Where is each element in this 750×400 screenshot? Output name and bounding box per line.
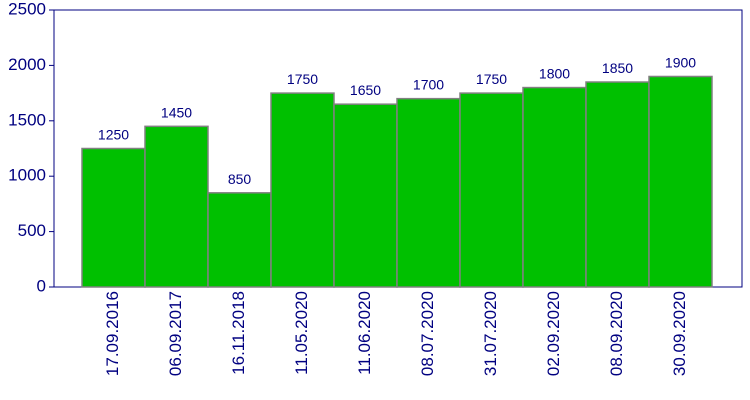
- bar: [396, 97, 461, 288]
- value-label: 1450: [161, 104, 192, 120]
- value-label: 1700: [413, 77, 444, 93]
- y-tick-label: 1000: [8, 166, 46, 185]
- x-tick-label: 30.09.2020: [670, 291, 689, 376]
- bar: [648, 75, 713, 288]
- bar: [522, 86, 587, 288]
- value-label: 1650: [350, 82, 381, 98]
- bar: [459, 92, 524, 288]
- x-tick-label: 11.05.2020: [292, 291, 311, 375]
- value-label: 1750: [476, 71, 507, 87]
- value-label: 850: [228, 171, 252, 187]
- x-tick-label: 06.09.2017: [166, 291, 185, 376]
- y-tick-label: 0: [37, 276, 46, 295]
- x-tick-label: 02.09.2020: [544, 291, 563, 376]
- x-tick-label: 17.09.2016: [103, 291, 122, 376]
- y-tick-label: 500: [18, 221, 46, 240]
- x-tick-label: 08.07.2020: [418, 291, 437, 376]
- x-tick-label: 16.11.2018: [229, 291, 248, 375]
- y-tick-label: 2000: [8, 55, 46, 74]
- x-tick-label: 11.06.2020: [355, 291, 374, 375]
- value-label: 1750: [287, 71, 318, 87]
- x-tick-label: 31.07.2020: [481, 291, 500, 376]
- bar: [333, 103, 398, 288]
- bar: [144, 125, 209, 288]
- value-label: 1850: [602, 60, 633, 76]
- value-label: 1900: [665, 54, 696, 70]
- bar: [585, 81, 650, 288]
- bar: [207, 192, 272, 288]
- bar: [270, 92, 335, 288]
- x-tick-label: 08.09.2020: [607, 291, 626, 376]
- value-label: 1800: [539, 66, 570, 82]
- y-tick-label: 2500: [8, 0, 46, 18]
- value-label: 1250: [98, 127, 129, 143]
- bar: [81, 147, 146, 288]
- y-tick-label: 1500: [8, 110, 46, 129]
